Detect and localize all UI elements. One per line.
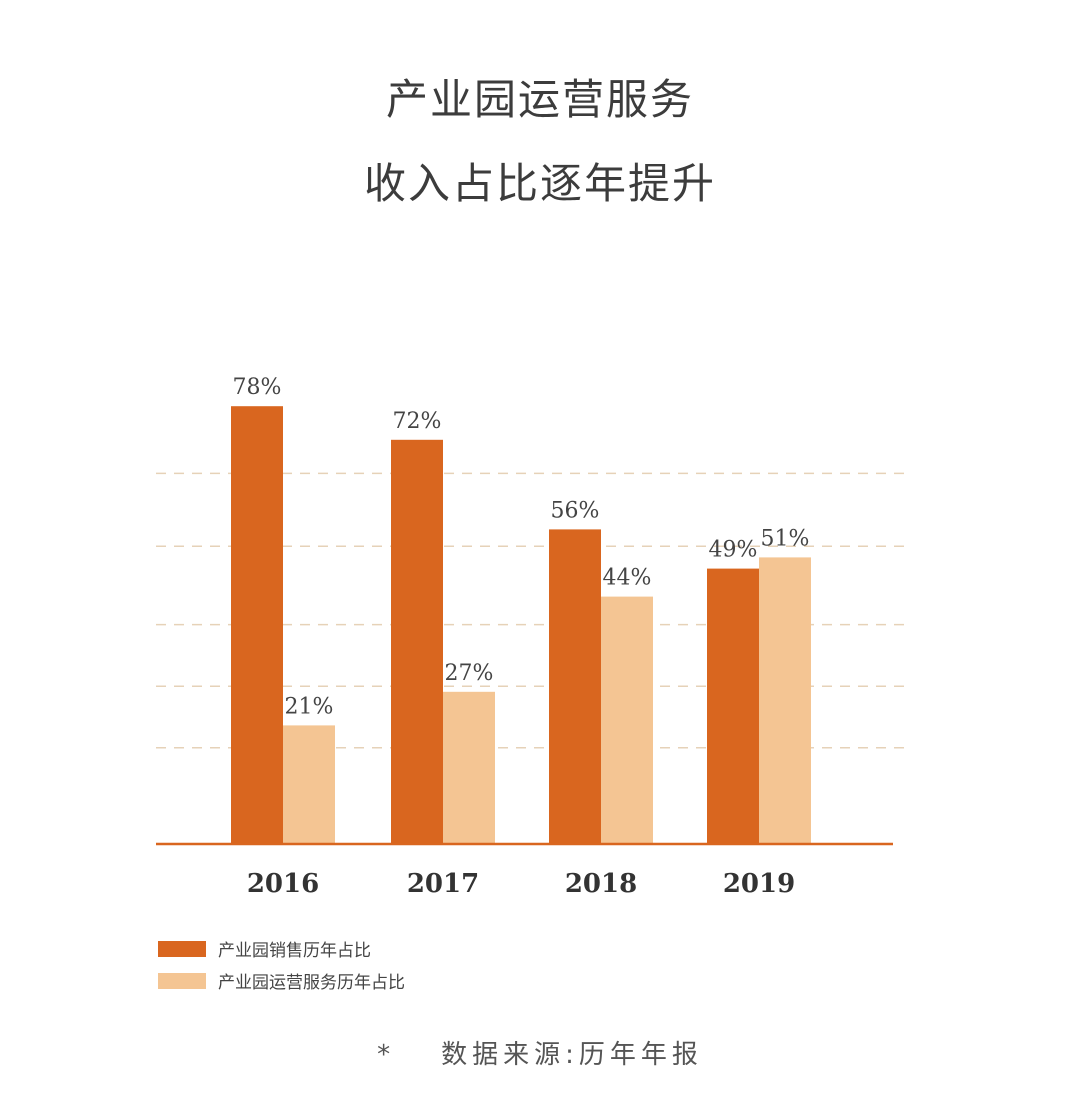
x-tick-label-2017: 2017 [407,869,479,899]
legend-label-sales: 产业园销售历年占比 [218,941,371,961]
legend-item-sales: 产业园销售历年占比 [158,936,371,961]
bar-sales-2019 [707,568,759,843]
data-label-service-2016: 21% [285,694,334,719]
data-source-note: * 数据来源:历年年报 [0,1034,1080,1071]
chart-title-line1: 产业园运营服务 [385,75,694,124]
data-label-service-2019: 51% [761,526,810,551]
source-star: * [377,1040,396,1070]
x-tick-label-2018: 2018 [565,869,637,899]
data-label-sales-2019: 49% [709,538,758,563]
bar-sales-2017 [391,439,443,843]
legend-swatch-sales [158,940,206,957]
bar-service-2016 [283,725,335,843]
data-label-sales-2016: 78% [233,375,282,400]
data-label-sales-2017: 72% [393,409,442,434]
bar-service-2018 [601,596,653,843]
bar-service-2017 [443,691,495,843]
legend-label-service: 产业园运营服务历年占比 [218,973,405,993]
bar-sales-2018 [549,529,601,843]
legend-item-service: 产业园运营服务历年占比 [158,968,405,993]
legend-swatch-service [158,972,206,989]
data-label-service-2017: 27% [445,661,494,686]
bar-service-2019 [759,557,811,843]
x-tick-label-2016: 2016 [247,869,319,899]
chart-title-line2: 收入占比逐年提升 [363,159,716,208]
data-label-service-2018: 44% [603,566,652,591]
source-text: 数据来源:历年年报 [441,1040,703,1070]
bar-sales-2016 [231,406,283,843]
data-label-sales-2018: 56% [551,498,600,523]
x-tick-label-2019: 2019 [723,869,795,899]
